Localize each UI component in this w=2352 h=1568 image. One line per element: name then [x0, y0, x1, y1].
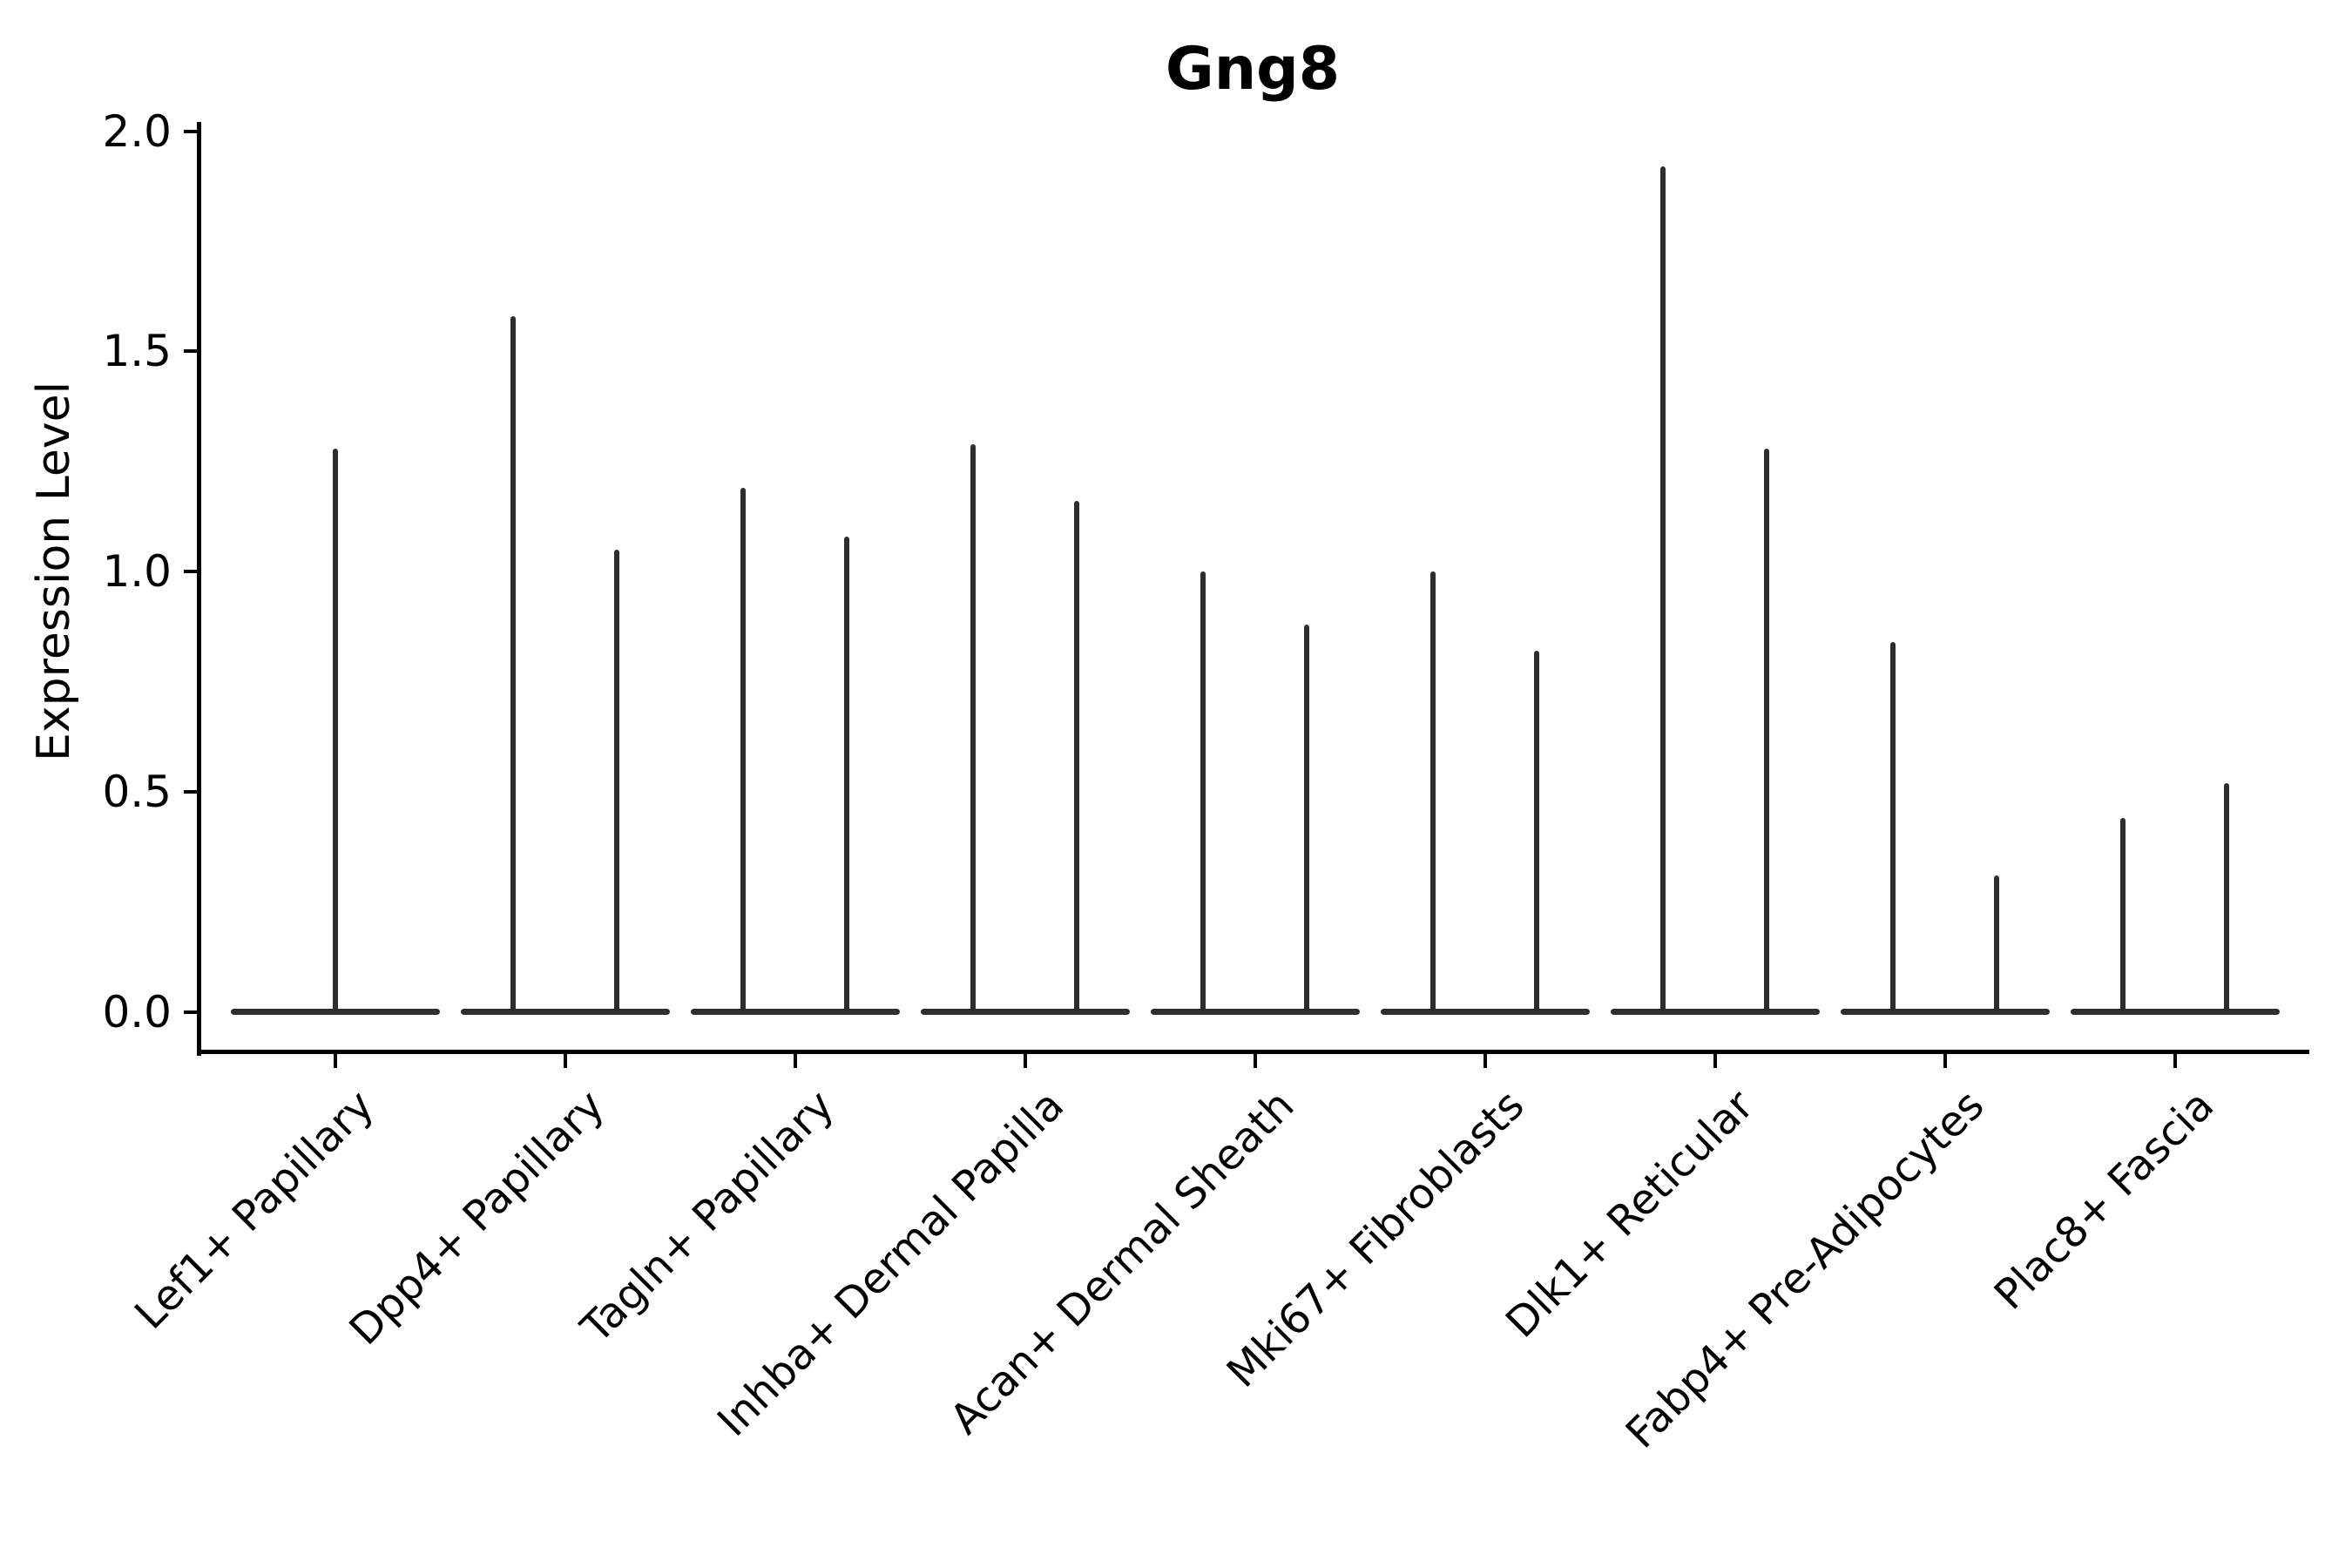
y-tick-mark [184, 1010, 197, 1014]
violin-baseline [1380, 1009, 1590, 1016]
x-tick-label: Plac8+ Fascia [1984, 1080, 2224, 1320]
violin-spike [1534, 651, 1540, 1016]
x-tick-mark [333, 1054, 337, 1068]
violin-spike [2224, 782, 2230, 1016]
x-tick-mark [1253, 1054, 1257, 1068]
x-axis-spine [197, 1050, 2309, 1054]
chart-title: Gng8 [1165, 35, 1341, 104]
y-tick-label: 1.5 [102, 326, 172, 377]
violin-spike [1890, 642, 1896, 1016]
violin-spike [740, 488, 747, 1016]
x-tick-mark [793, 1054, 797, 1068]
x-tick-label: Dlk1+ Reticular [1497, 1080, 1764, 1348]
x-tick-label: Tagln+ Papillary [571, 1080, 844, 1353]
y-tick-label: 1.0 [102, 546, 172, 598]
x-tick-mark [1483, 1054, 1487, 1068]
y-tick-mark [184, 129, 197, 133]
y-tick-label: 2.0 [102, 105, 172, 157]
x-tick-mark [2173, 1054, 2177, 1068]
violin-spike [970, 443, 977, 1016]
violin-spike [844, 536, 850, 1016]
violin-spike [614, 549, 620, 1016]
violin-spike [1994, 875, 2000, 1016]
violin-baseline [460, 1009, 670, 1016]
y-tick-label: 0.5 [102, 766, 172, 817]
violin-baseline [1610, 1009, 1820, 1016]
x-tick-mark [1713, 1054, 1717, 1068]
violin-spike [332, 448, 338, 1016]
violin-baseline [1840, 1009, 2050, 1016]
x-tick-mark [563, 1054, 567, 1068]
violin-baseline [920, 1009, 1130, 1016]
violin-spike [1304, 624, 1310, 1016]
y-tick-label: 0.0 [102, 986, 172, 1037]
violin-spike [1660, 166, 1666, 1016]
violin-spike [1074, 501, 1080, 1016]
y-tick-mark [184, 789, 197, 794]
y-tick-mark [184, 349, 197, 354]
violin-spike [1764, 448, 1770, 1016]
violin-baseline [2070, 1009, 2280, 1016]
x-tick-label: Dpp4+ Papillary [340, 1080, 614, 1355]
violin-spike [2120, 818, 2126, 1016]
violin-baseline [690, 1009, 900, 1016]
violin-spike [1430, 571, 1436, 1016]
x-tick-label: Lef1+ Papillary [125, 1080, 384, 1339]
y-tick-mark [184, 570, 197, 574]
y-axis-spine [197, 122, 201, 1056]
violin-spike [1200, 571, 1206, 1016]
x-tick-mark [1943, 1054, 1947, 1068]
violin-baseline [1150, 1009, 1360, 1016]
violin-spike [510, 316, 517, 1016]
x-tick-mark [1023, 1054, 1027, 1068]
